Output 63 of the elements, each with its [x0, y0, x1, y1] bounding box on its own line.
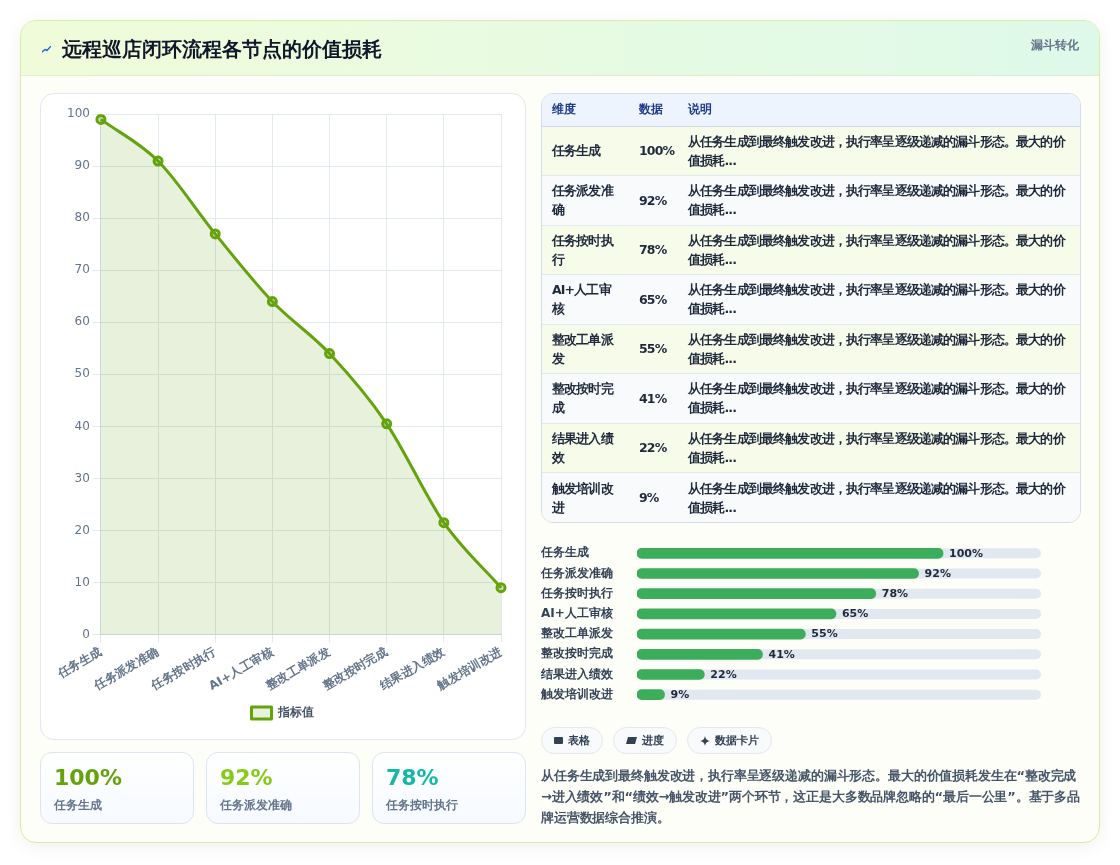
y-tick-label: AI+人工审核 — [541, 606, 613, 621]
point — [495, 582, 507, 594]
tag-chip: 表格 — [541, 727, 603, 754]
y-tick-label: 60 — [74, 314, 90, 329]
point — [381, 418, 393, 430]
y-tick-label: 80 — [74, 210, 90, 225]
category-label: 任务派发准确 — [220, 797, 293, 813]
text: 从任务生成到最终触发改进，执行率呈逐级递减的漏斗形态。最大的价值损耗... — [686, 479, 1067, 517]
point — [438, 517, 450, 529]
point — [266, 296, 278, 308]
legend-label: 指标值 — [276, 705, 314, 720]
data-label: 55% — [811, 627, 838, 641]
text: 远程巡店闭环流程各节点的价值损耗 — [62, 36, 382, 62]
category-label: 任务按时执行 — [386, 797, 459, 813]
y-tick-label: 40 — [74, 418, 90, 433]
data-label: 41% — [768, 647, 795, 661]
text: 9% — [639, 490, 659, 505]
text: 22% — [639, 440, 667, 456]
text: 65% — [639, 291, 667, 307]
text: 100% — [639, 143, 675, 159]
text: 从任务生成到最终触发改进，执行率呈逐级递减的漏斗形态。最大的价值损耗发生在“整改完成→进入绩效”和“绩效→触发改进”两个环节，这正是大多数品牌忽略的“最后一公里”。基于多品牌运营数据综合推演。 — [541, 767, 1081, 827]
text: 说明 — [678, 94, 1082, 126]
y-tick-label: 任务派发准确 — [540, 565, 613, 580]
y-tick-label: 任务生成 — [540, 545, 589, 560]
text: 从任务生成到最终触发改进，执行率呈逐级递减的漏斗形态。最大的价值损耗... — [678, 324, 1082, 374]
point — [209, 228, 221, 240]
text: 92% — [220, 765, 273, 790]
y-tick-label: 90 — [74, 158, 90, 173]
text: 41% — [639, 390, 667, 406]
text: 维度 — [542, 94, 629, 126]
text: 100% — [54, 765, 122, 790]
text: 从任务生成到最终触发改进，执行率呈逐级递减的漏斗形态。最大的价值损耗... — [678, 126, 1082, 176]
y-tick-label: 10 — [74, 574, 90, 589]
data-label: 22% — [710, 667, 737, 681]
text: 92% — [639, 192, 667, 208]
text: 从任务生成到最终触发改进，执行率呈逐级递减的漏斗形态。最大的价值损耗... — [678, 423, 1082, 473]
y-tick-label: 20 — [74, 522, 90, 537]
y-tick-label: 50 — [74, 366, 90, 381]
y-tick-label: 30 — [74, 470, 90, 485]
text: 从任务生成到最终触发改进，执行率呈逐级递减的漏斗形态。最大的价值损耗... — [678, 175, 1082, 225]
data-label: 78% — [881, 587, 909, 601]
data-label: 65% — [841, 607, 869, 621]
text: 从任务生成到最终触发改进，执行率呈逐级递减的漏斗形态。最大的价值损耗... — [678, 274, 1082, 324]
text: 从任务生成到最终触发改进，执行率呈逐级递减的漏斗形态。最大的价值损耗... — [678, 373, 1082, 423]
point — [152, 155, 164, 167]
text: 78% — [639, 242, 667, 258]
tag-chip: 进度 — [613, 727, 677, 754]
bar — [637, 669, 705, 680]
y-tick-label: 0 — [82, 626, 90, 641]
y-tick-label: 100 — [67, 106, 90, 121]
y-tick-label: 任务按时执行 — [540, 585, 613, 600]
y-tick-label: 70 — [74, 262, 90, 277]
text: 从任务生成到最终触发改进，执行率呈逐级递减的漏斗形态。最大的价值损耗... — [678, 225, 1082, 275]
text: 数据 — [629, 94, 678, 126]
text: 55% — [639, 341, 667, 357]
data-label: 92% — [924, 566, 951, 580]
tag-chip: 数据卡片 — [687, 727, 772, 754]
point — [324, 348, 336, 360]
data-label: 9% — [670, 688, 690, 702]
y-tick-label: 整改工单派发 — [540, 626, 613, 641]
text: 漏斗转化 — [1031, 37, 1079, 53]
text: 78% — [386, 765, 439, 790]
data-label: 100% — [949, 546, 984, 560]
